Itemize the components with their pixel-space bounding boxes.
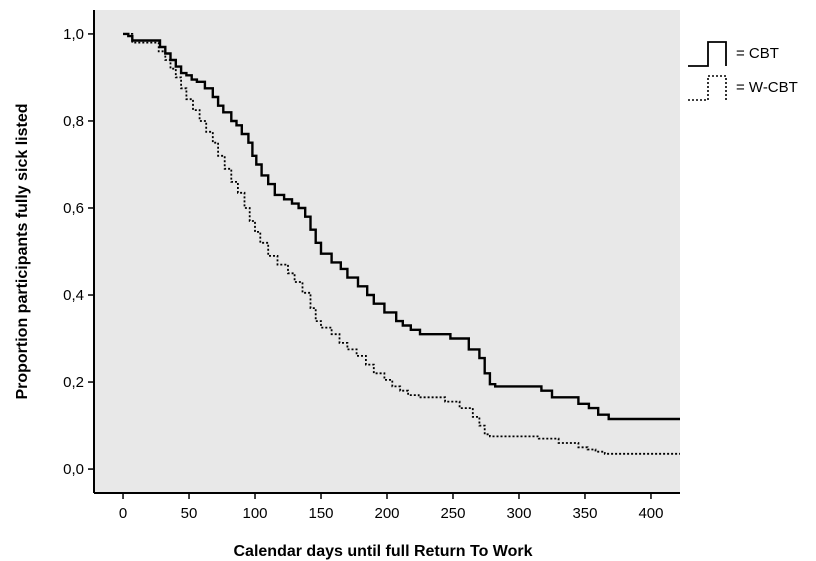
y-tick-label: 0,8 <box>63 113 84 130</box>
x-tick-label: 400 <box>638 505 663 522</box>
legend-label-cbt: = CBT <box>736 45 779 62</box>
y-axis-title: Proportion participants fully sick liste… <box>14 103 31 399</box>
legend: = CBT = W-CBT <box>688 41 798 101</box>
legend-label-wcbt: = W-CBT <box>736 79 798 96</box>
series-line-cbt <box>123 32 680 421</box>
y-tick-label: 0,4 <box>63 287 84 304</box>
y-tick-label: 0,2 <box>63 374 84 391</box>
legend-symbol-wcbt <box>688 75 727 101</box>
x-tick-label: 200 <box>374 505 399 522</box>
x-tick-label: 250 <box>440 505 465 522</box>
x-axis-title: Calendar days until full Return To Work <box>234 543 533 560</box>
x-tick-label: 300 <box>506 505 531 522</box>
y-axis-ticks: 0,0 0,2 0,4 0,6 0,8 1,0 <box>63 26 94 478</box>
x-axis-ticks: 0 50 100 150 200 250 300 350 400 <box>119 493 663 522</box>
series-layer <box>123 32 680 455</box>
series-line-wcbt <box>123 33 680 455</box>
x-tick-label: 50 <box>181 505 198 522</box>
x-tick-label: 150 <box>308 505 333 522</box>
y-tick-label: 0,0 <box>63 461 84 478</box>
legend-symbol-cbt <box>688 41 727 67</box>
x-tick-label: 100 <box>243 505 268 522</box>
x-tick-label: 350 <box>572 505 597 522</box>
plot-area <box>94 10 680 493</box>
x-tick-label: 0 <box>119 505 127 522</box>
y-tick-label: 1,0 <box>63 26 84 43</box>
y-tick-label: 0,6 <box>63 200 84 217</box>
